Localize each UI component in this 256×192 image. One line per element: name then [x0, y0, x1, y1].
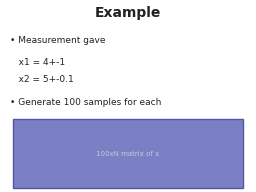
Text: x1 = 4+-1: x1 = 4+-1: [10, 58, 65, 67]
FancyBboxPatch shape: [13, 119, 243, 188]
Text: x2 = 5+-0.1: x2 = 5+-0.1: [10, 75, 74, 84]
Text: Example: Example: [95, 6, 161, 20]
Text: 100xN matrix of x: 100xN matrix of x: [96, 151, 160, 157]
Text: • Generate 100 samples for each: • Generate 100 samples for each: [10, 98, 162, 107]
Text: • Measurement gave: • Measurement gave: [10, 36, 106, 46]
